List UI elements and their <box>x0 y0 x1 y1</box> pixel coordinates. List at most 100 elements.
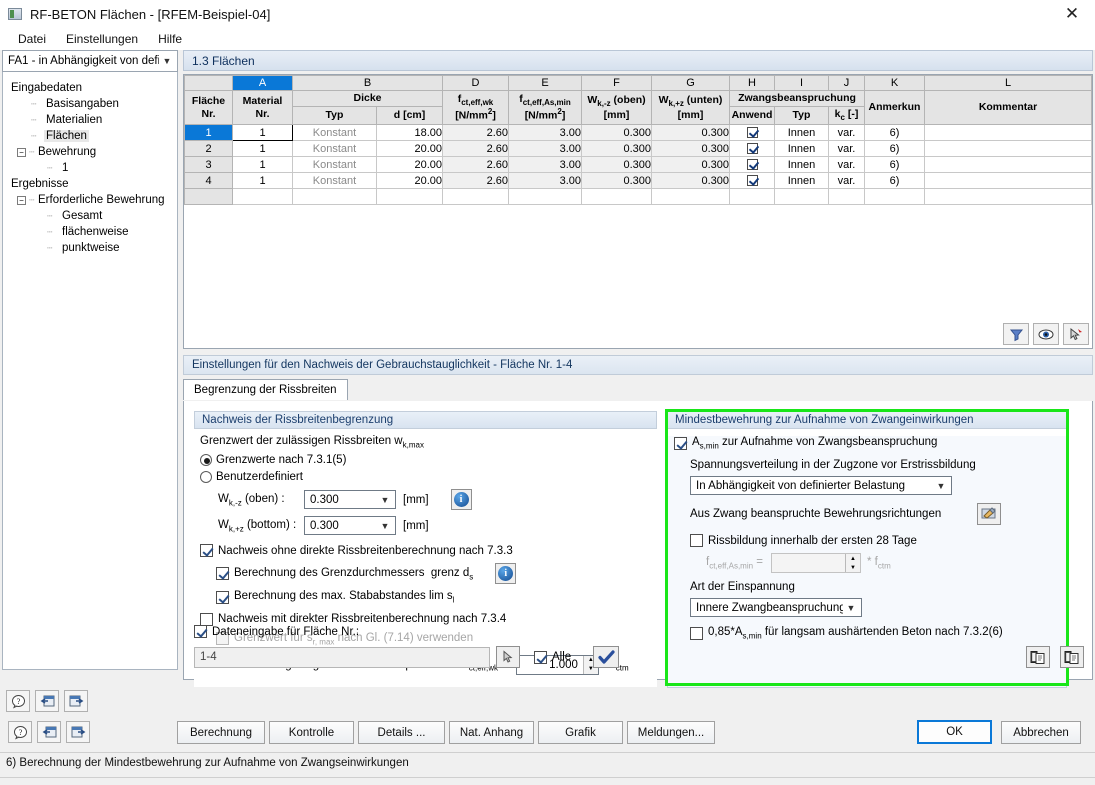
row-header[interactable]: 1 <box>184 124 233 141</box>
col-letter-d[interactable]: D <box>442 75 509 91</box>
cell-material[interactable]: 1 <box>232 156 293 173</box>
chk-085-row[interactable]: 0,85*As,min für langsam aushärtenden Bet… <box>690 626 1066 641</box>
row-header[interactable]: 2 <box>184 140 233 157</box>
cancel-button[interactable]: Abbrechen <box>1001 721 1081 744</box>
col-letter-j[interactable]: J <box>828 75 865 91</box>
cell-empty[interactable] <box>774 188 829 205</box>
cell-wk-oben[interactable]: 0.300 <box>581 172 652 189</box>
info-button-wk[interactable]: i <box>450 489 472 511</box>
col-letter-f[interactable]: F <box>581 75 652 91</box>
checkbox-nachweis-ohne[interactable] <box>200 544 213 558</box>
cell-zwang-typ[interactable]: Innen <box>774 124 829 141</box>
cell-empty[interactable] <box>292 188 377 205</box>
filter-funnel-icon[interactable] <box>1003 323 1029 345</box>
menu-item-hilfe[interactable]: Hilfe <box>158 32 183 46</box>
cell-material[interactable]: 1 <box>232 172 293 189</box>
cell-empty[interactable] <box>864 188 925 205</box>
tree-item-ergebnisse[interactable]: Ergebnisse <box>9 176 177 192</box>
cell-typ[interactable]: Konstant <box>292 172 377 189</box>
previous-panel-icon[interactable] <box>35 690 59 712</box>
cell-empty[interactable] <box>828 188 865 205</box>
cell-material[interactable]: 1 <box>232 124 293 141</box>
chk-ohne-row[interactable]: Nachweis ohne direkte Rissbreitenberechn… <box>200 544 657 558</box>
next-arrow-icon[interactable] <box>66 721 90 743</box>
kontrolle-button[interactable]: Kontrolle <box>269 721 354 744</box>
grafik-button[interactable]: Grafik <box>538 721 623 744</box>
cell-anmerkung[interactable]: 6) <box>864 156 925 173</box>
checkbox-anwend[interactable] <box>746 159 758 171</box>
col-letter-h[interactable]: H <box>729 75 775 91</box>
cell-empty[interactable] <box>729 188 775 205</box>
ok-button[interactable]: OK <box>917 720 992 744</box>
checkbox-rissbildung-28-tage[interactable] <box>690 534 703 548</box>
cell-d[interactable]: 20.00 <box>376 172 443 189</box>
cell-kommentar[interactable] <box>924 140 1092 157</box>
cell-empty[interactable] <box>232 188 293 205</box>
col-letter-e[interactable]: E <box>508 75 582 91</box>
cell-wk-unten[interactable]: 0.300 <box>651 156 730 173</box>
checkbox-grenzdurchmesser[interactable] <box>216 567 229 581</box>
cell-typ[interactable]: Konstant <box>292 124 377 141</box>
tree-item-eingabedaten[interactable]: Eingabedaten <box>9 80 177 96</box>
cell-empty[interactable] <box>581 188 652 205</box>
cell-kc[interactable]: var. <box>828 156 865 173</box>
spin-down-icon[interactable]: ▼ <box>587 666 594 673</box>
col-letter-a[interactable]: A <box>232 75 293 91</box>
cell-fct-wk[interactable]: 2.60 <box>442 124 509 141</box>
cell-kommentar[interactable] <box>924 124 1092 141</box>
cell-zwang-typ[interactable]: Innen <box>774 140 829 157</box>
tree-item-materialien[interactable]: ┄ Materialien <box>9 112 177 128</box>
cell-zwang-typ[interactable]: Innen <box>774 156 829 173</box>
cell-kommentar[interactable] <box>924 156 1092 173</box>
eye-visibility-icon[interactable] <box>1033 323 1059 345</box>
pick-pointer-icon[interactable] <box>1063 323 1089 345</box>
cell-anwend[interactable] <box>729 140 775 157</box>
cell-anmerkung[interactable]: 6) <box>864 172 925 189</box>
cell-anwend[interactable] <box>729 172 775 189</box>
collapse-box-icon[interactable]: − <box>17 195 26 205</box>
cell-wk-unten[interactable]: 0.300 <box>651 140 730 157</box>
details-button[interactable]: Details ... <box>358 721 445 744</box>
row-header[interactable]: 4 <box>184 172 233 189</box>
tree-item-punktweise[interactable]: ┄ punktweise <box>9 240 177 256</box>
radio-custom-row[interactable]: Benutzerdefiniert <box>200 471 657 484</box>
cell-zwang-typ[interactable]: Innen <box>774 172 829 189</box>
navigator-combo[interactable]: FA1 - in Abhängigkeit von defin ▼ <box>2 50 178 72</box>
cell-fct-asmin[interactable]: 3.00 <box>508 172 582 189</box>
copy-from-icon[interactable] <box>1060 646 1084 668</box>
chk-dateneingabe-row[interactable]: Dateneingabe für Fläche Nr.: <box>194 625 359 638</box>
edit-directions-icon[interactable] <box>977 503 1002 526</box>
prev-arrow-icon[interactable] <box>37 721 61 743</box>
checkbox-nachweis-mit[interactable] <box>200 612 213 626</box>
tree-item-bewehrung-1[interactable]: ┄ 1 <box>9 160 177 176</box>
chk-grenz-ds-row[interactable]: Berechnung des Grenzdurchmessers grenz d… <box>216 563 657 585</box>
menu-item-datei[interactable]: Datei <box>18 32 47 46</box>
col-letter-b[interactable]: B <box>292 75 443 91</box>
tree-item-flaechen[interactable]: ┄ Flächen <box>9 128 177 144</box>
cell-d[interactable]: 20.00 <box>376 156 443 173</box>
table-row[interactable]: 3 1 Konstant 20.00 2.60 3.00 0.300 0.300… <box>184 156 1092 173</box>
menu-item-einstellungen[interactable]: Einstellungen <box>66 32 139 46</box>
cell-fct-asmin[interactable]: 3.00 <box>508 124 582 141</box>
tree-item-gesamt[interactable]: ┄ Gesamt <box>9 208 177 224</box>
checkbox-085-asmin[interactable] <box>690 626 703 640</box>
cell-fct-wk[interactable]: 2.60 <box>442 172 509 189</box>
checkbox-anwend[interactable] <box>746 127 758 139</box>
checkbox-stababstand[interactable] <box>216 590 229 604</box>
cell-fct-wk[interactable]: 2.60 <box>442 156 509 173</box>
spannung-combo[interactable]: In Abhängigkeit von definierter Belastun… <box>690 476 952 496</box>
col-letter-g[interactable]: G <box>651 75 730 91</box>
tree-item-basisangaben[interactable]: ┄ Basisangaben <box>9 96 177 112</box>
help-bubble-icon[interactable]: ? <box>8 721 32 743</box>
chk-riss28-row[interactable]: Rissbildung innerhalb der ersten 28 Tage <box>690 534 1066 548</box>
cell-empty[interactable] <box>508 188 582 205</box>
pick-pointer-icon[interactable] <box>496 646 520 668</box>
col-letter-k[interactable]: K <box>864 75 925 91</box>
row-header[interactable]: 3 <box>184 156 233 173</box>
radio-benutzerdefiniert[interactable] <box>200 471 212 484</box>
checkbox-asmin[interactable] <box>674 436 687 450</box>
cell-anwend[interactable] <box>729 124 775 141</box>
wk-oben-combo[interactable]: 0.300 ▼ <box>304 490 396 510</box>
table-row-empty[interactable] <box>184 188 1092 205</box>
cell-anmerkung[interactable]: 6) <box>864 140 925 157</box>
